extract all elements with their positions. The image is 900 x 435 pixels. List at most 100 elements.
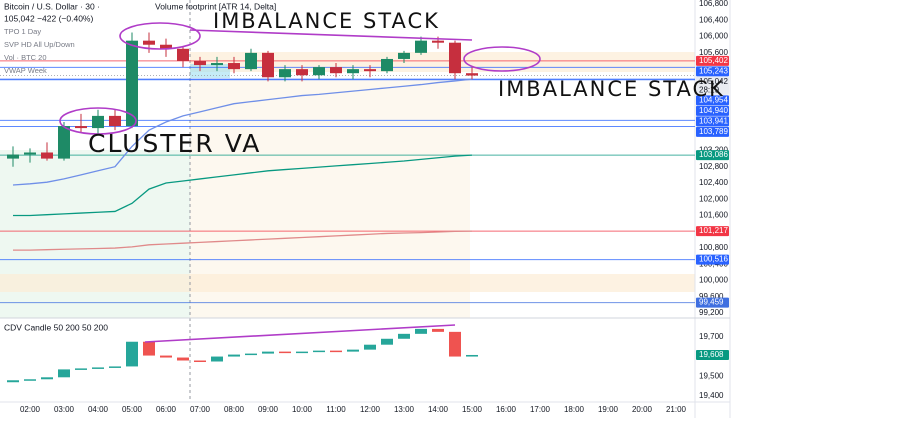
indicator-line (13, 154, 473, 217)
candle-body (313, 67, 325, 76)
price-tag (696, 116, 729, 127)
price-tag (696, 126, 729, 137)
x-tick-label: 15:00 (462, 405, 483, 414)
candle-body (7, 154, 19, 159)
y-tick-label: 99,600 (699, 292, 724, 301)
x-tick-label: 14:00 (428, 405, 449, 414)
price-tag-countdown: 28:19 (699, 86, 720, 95)
y-tick-label: 106,800 (699, 0, 728, 8)
price-tag (696, 76, 729, 95)
x-tick-label: 04:00 (88, 405, 109, 414)
annotation-text: IMBALANCE STACK (498, 77, 725, 101)
indicator-line (12, 78, 473, 186)
plot: 106,800 106,400 106,000 105,600 103,200 102,8… (0, 0, 729, 414)
candle-body (245, 52, 257, 70)
candle-body (381, 58, 393, 72)
y-tick-label: 106,000 (699, 32, 728, 41)
price-tag-label: 105,402 (699, 56, 728, 65)
x-tick-label: 19:00 (598, 405, 619, 414)
candle-body (296, 351, 308, 354)
y-tick-label: 106,400 (699, 15, 728, 24)
candle-body (347, 69, 359, 74)
candle-body (228, 354, 240, 357)
candle-body (160, 355, 172, 358)
candle-body (364, 344, 376, 350)
price-tag (696, 349, 729, 360)
candle-body (449, 331, 461, 357)
price-tag (696, 95, 729, 106)
price-tag-label: 103,789 (699, 127, 728, 136)
y-tick-label: 101,600 (699, 211, 728, 220)
candle-body (143, 341, 155, 356)
trend-line (189, 29, 473, 41)
candle-body (126, 40, 138, 127)
candle-body (126, 341, 138, 367)
candle-body (41, 377, 53, 380)
price-tag-label: 103,086 (699, 150, 728, 159)
price-tag-label: 105,243 (699, 67, 728, 76)
indicator-label: TPO 1 Day (4, 27, 41, 36)
y-tick-label: 19,400 (699, 391, 724, 400)
candle-body (211, 356, 223, 362)
indicator-line (13, 230, 473, 251)
candle-body (466, 354, 478, 357)
price-tag (696, 254, 729, 265)
price-tag-label: 99,459 (699, 298, 724, 307)
x-tick-label: 17:00 (530, 405, 551, 414)
y-tick-label: 100,000 (699, 276, 728, 285)
candle-body (398, 52, 410, 59)
candle-body (262, 52, 274, 78)
candle-body (279, 351, 291, 354)
annotation-ellipse (463, 46, 541, 72)
y-tick-label: 100,800 (699, 243, 728, 252)
x-tick-label: 20:00 (632, 405, 653, 414)
backgrounds (0, 52, 695, 318)
candle-body (143, 40, 155, 45)
pane-title: CDV Candle 50 200 50 200 (4, 322, 108, 332)
candle-body (279, 69, 291, 78)
candle-body (262, 351, 274, 354)
candle-body (330, 350, 342, 353)
annotation-ellipse (59, 107, 137, 135)
x-tick-label: 08:00 (224, 405, 245, 414)
va-fill (0, 150, 190, 318)
candle-body (24, 152, 36, 155)
candle-body (364, 69, 376, 72)
candle-body (296, 69, 308, 76)
candle-body (41, 152, 53, 159)
price-tag-label: 103,941 (699, 117, 728, 126)
x-tick-label: 03:00 (54, 405, 75, 414)
x-tick-label: 10:00 (292, 405, 313, 414)
price-tag-label: 100,516 (699, 255, 728, 264)
price-tag (696, 226, 729, 237)
price-tag (696, 105, 729, 116)
y-tick-label: 19,700 (699, 332, 724, 341)
candle-body (449, 42, 461, 74)
price-tag-label: 19,608 (699, 350, 724, 359)
x-tick-label: 12:00 (360, 405, 381, 414)
x-tick-label: 09:00 (258, 405, 279, 414)
y-tick-label: 102,400 (699, 178, 728, 187)
x-tick-label: 05:00 (122, 405, 143, 414)
candle-body (92, 115, 104, 129)
candle-body (92, 367, 104, 369)
candle-body (160, 44, 172, 49)
price-tag (696, 66, 729, 77)
y-tick-label: 105,600 (699, 48, 728, 57)
price-tag-label: 104,940 (699, 106, 728, 115)
candle-body (330, 67, 342, 74)
x-tick-label: 21:00 (666, 405, 687, 414)
tpo-band (0, 274, 695, 292)
price-tag (696, 150, 729, 161)
candle-body (109, 115, 121, 127)
candle-body (7, 380, 19, 383)
candle-body (75, 368, 87, 370)
candle-body (58, 369, 70, 378)
y-tick-label: 103,200 (699, 146, 728, 155)
candle-body (466, 73, 478, 76)
price-tag-label: 104,954 (699, 96, 728, 105)
price-line: 105,042 −422 (−0.40%) (4, 13, 93, 23)
x-tick-label: 18:00 (564, 405, 585, 414)
price-tag (696, 297, 729, 308)
